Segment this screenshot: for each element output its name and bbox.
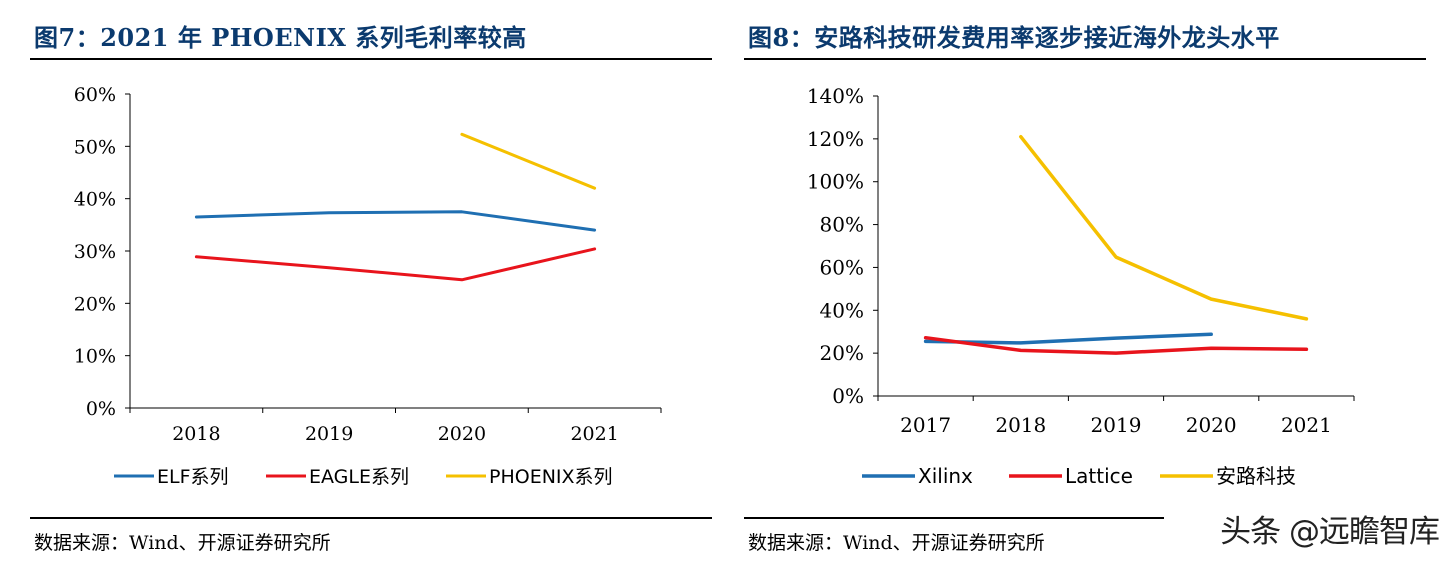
- series-line: [194, 247, 597, 282]
- legend-label: 安路科技: [1216, 464, 1296, 488]
- x-tick-label: 2020: [1186, 413, 1237, 437]
- right-title-rule: [744, 58, 1426, 60]
- y-tick-label: 10%: [74, 346, 116, 368]
- y-tick-label: 80%: [820, 213, 864, 237]
- left-figure-title: 图7：2021 年 PHOENIX 系列毛利率较高: [34, 23, 527, 52]
- y-tick-label: 50%: [74, 136, 116, 158]
- y-tick-label: 140%: [807, 84, 864, 108]
- watermark-text: 头条 @远瞻智库: [1220, 514, 1440, 550]
- y-tick-label: 60%: [74, 84, 116, 106]
- y-tick-label: 20%: [74, 293, 116, 315]
- series-line: [923, 332, 1213, 345]
- x-tick-label: 2018: [995, 413, 1046, 437]
- legend-label: Lattice: [1065, 464, 1133, 488]
- y-tick-label: 20%: [820, 341, 864, 365]
- right-source-note: 数据来源：Wind、开源证券研究所: [748, 532, 1045, 554]
- legend-label: PHOENIX系列: [489, 466, 613, 488]
- series-line: [460, 132, 597, 190]
- y-tick-label: 100%: [807, 170, 864, 194]
- y-tick-label: 60%: [820, 255, 864, 279]
- legend-label: Xilinx: [918, 464, 973, 488]
- y-tick-label: 0%: [86, 398, 116, 420]
- series-line: [923, 335, 1309, 355]
- legend-label: ELF系列: [157, 466, 229, 488]
- y-tick-label: 30%: [74, 241, 116, 263]
- left-line-chart: 0% 10% 20% 30% 40% 50% 60% 2018 2019 2020 2021 ELF系…: [74, 84, 662, 488]
- left-figure-panel: 图7：2021 年 PHOENIX 系列毛利率较高 0% 10% 20% 30% 40%…: [0, 0, 726, 563]
- series-line: [1019, 134, 1309, 321]
- x-tick-label: 2019: [305, 423, 353, 445]
- right-figure-panel: 图8：安路科技研发费用率逐步接近海外龙头水平 0% 20% 40% 60% 80% 100…: [742, 0, 1453, 563]
- x-tick-label: 2018: [172, 423, 220, 445]
- x-tick-label: 2021: [1281, 413, 1332, 437]
- legend-label: EAGLE系列: [309, 466, 409, 488]
- x-tick-label: 2020: [438, 423, 486, 445]
- left-source-note: 数据来源：Wind、开源证券研究所: [34, 532, 331, 554]
- right-figure-title: 图8：安路科技研发费用率逐步接近海外龙头水平: [748, 23, 1280, 52]
- x-tick-label: 2019: [1091, 413, 1142, 437]
- series-line: [194, 210, 597, 232]
- left-source-rule: [30, 517, 712, 519]
- right-source-rule: [744, 517, 1164, 519]
- right-line-chart: 0% 20% 40% 60% 80% 100% 120% 140% 2017 2018 2019 20…: [807, 84, 1355, 488]
- x-tick-label: 2021: [570, 423, 618, 445]
- x-tick-label: 2017: [900, 413, 951, 437]
- y-tick-label: 0%: [832, 384, 864, 408]
- y-tick-label: 40%: [74, 189, 116, 211]
- y-tick-label: 40%: [820, 298, 864, 322]
- left-title-rule: [30, 58, 712, 60]
- y-tick-label: 120%: [807, 127, 864, 151]
